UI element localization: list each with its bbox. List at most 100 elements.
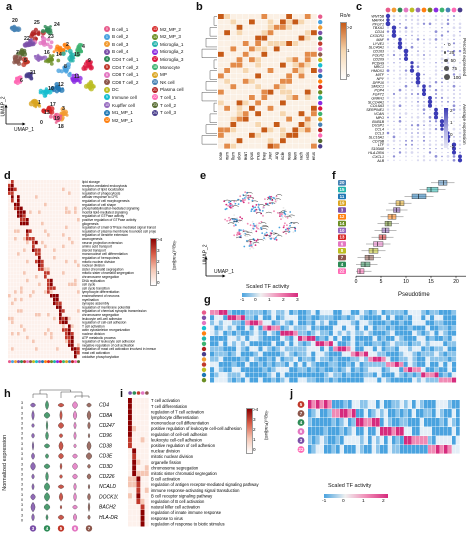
heatmap-cell (346, 341, 351, 347)
cluster-number-label: 13 (44, 110, 50, 116)
heatmap-cell (218, 24, 224, 30)
cluster-number-label: 3 (62, 106, 65, 112)
panel-a-label: a (6, 1, 13, 13)
enrichment-cell (47, 195, 50, 199)
enrichment-cell (20, 301, 23, 306)
enrichment-cell (65, 225, 68, 230)
enrichment-cell (68, 316, 71, 321)
row-cluster-label: 7 (300, 411, 303, 416)
expression-dot (452, 104, 456, 108)
go-term-label: regulation of cell-cell adhesion (151, 432, 208, 437)
expression-dot (428, 89, 432, 92)
heatmap-cell (255, 24, 261, 30)
cluster-label: 5 (60, 526, 63, 531)
enrichment-cell (41, 191, 44, 195)
velocity-arrow (248, 239, 255, 241)
enrichment-cell (44, 233, 47, 237)
heatmap-cell (432, 400, 436, 409)
heatmap-cell (416, 418, 420, 427)
row-cluster-dot (297, 419, 305, 426)
legend-label: CD4 T cell_1 (112, 56, 139, 62)
enrichment-cell (140, 521, 145, 527)
heatmap-cell (408, 351, 413, 357)
violin-shape (31, 513, 35, 522)
enrichment-cell (17, 218, 20, 222)
heatmap-cell (403, 341, 408, 347)
panel-d-legend-title: -log₁₀(P.adjust) (172, 240, 177, 271)
heatmap-cell (232, 325, 237, 331)
dendrogram-branch (213, 102, 217, 112)
umap-cell-point (273, 210, 275, 213)
enrichment-cell (140, 470, 145, 477)
enrichment-cell (8, 313, 11, 317)
legend-item: 16 Microglia_2 (152, 48, 184, 55)
enrichment-cell (41, 294, 44, 298)
heatmap-cell (232, 315, 237, 321)
heatmap-cell (292, 62, 299, 68)
enrichment-cell (44, 229, 47, 233)
heatmap-cell (267, 367, 272, 373)
enrichment-cell (38, 354, 41, 359)
enrichment-cell (20, 233, 23, 237)
heatmap-cell (255, 14, 261, 19)
x-tick-label: 5 (380, 279, 383, 285)
enrichment-cell (74, 320, 77, 325)
heatmap-cell (273, 111, 280, 117)
heatmap-cell (447, 367, 452, 373)
enrichment-cell (50, 290, 53, 294)
heatmap-cell (432, 418, 436, 427)
go-term-label: regulation of GTPase activity (82, 214, 124, 218)
enrichment-cell (23, 206, 26, 211)
heatmap-cell (232, 356, 237, 362)
panel-e-umap-trajectory (204, 191, 300, 278)
enrichment-cell (29, 347, 32, 351)
cluster-label-badge (338, 193, 346, 200)
enrichment-cell (23, 237, 26, 241)
heatmap-cell (328, 310, 333, 315)
velocity-arrow (289, 227, 296, 229)
heatmap-cell (267, 62, 274, 68)
heatmap-cell (443, 320, 448, 326)
expression-dot (405, 147, 407, 150)
velocity-arrow (242, 230, 249, 233)
expression-dot (404, 42, 408, 45)
enrichment-cell (29, 297, 32, 302)
heatmap-cell (276, 377, 281, 383)
heatmap-cell (436, 409, 440, 418)
heatmap-cell (412, 325, 417, 331)
heatmap-cell (286, 89, 292, 95)
enrichment-cell (68, 218, 71, 222)
expression-dot (387, 139, 389, 142)
heatmap-cell (438, 377, 443, 383)
enrichment-cell (50, 187, 53, 192)
enrichment-cell (38, 320, 41, 325)
enrichment-cell (29, 191, 32, 195)
heatmap-cell (308, 436, 312, 445)
expression-dot (386, 77, 390, 80)
enrichment-cell (56, 320, 59, 325)
heatmap-cell (311, 111, 317, 117)
heatmap-cell (273, 51, 280, 57)
enrichment-cell (20, 354, 23, 359)
expression-dot (405, 108, 407, 111)
heatmap-cell (384, 427, 388, 436)
expression-dot (447, 151, 449, 154)
enrichment-cell (41, 267, 44, 271)
enrichment-cell (50, 324, 53, 328)
gene-label: CXCL1 (372, 155, 384, 159)
enrichment-cell (29, 240, 32, 245)
enrichment-cell (17, 328, 20, 332)
expression-dot (393, 147, 395, 150)
umap-cell-point (286, 224, 288, 227)
enrichment-cell (68, 237, 71, 241)
enrichment-cell (41, 351, 44, 355)
enrichment-cell (77, 218, 80, 222)
heatmap-cell (227, 330, 232, 336)
heatmap-cell (328, 351, 333, 357)
expression-dot (453, 132, 455, 134)
heatmap-cell (447, 315, 452, 321)
enrichment-cell (77, 275, 80, 279)
velocity-arrow (285, 216, 292, 218)
enrichment-cell (77, 278, 80, 283)
